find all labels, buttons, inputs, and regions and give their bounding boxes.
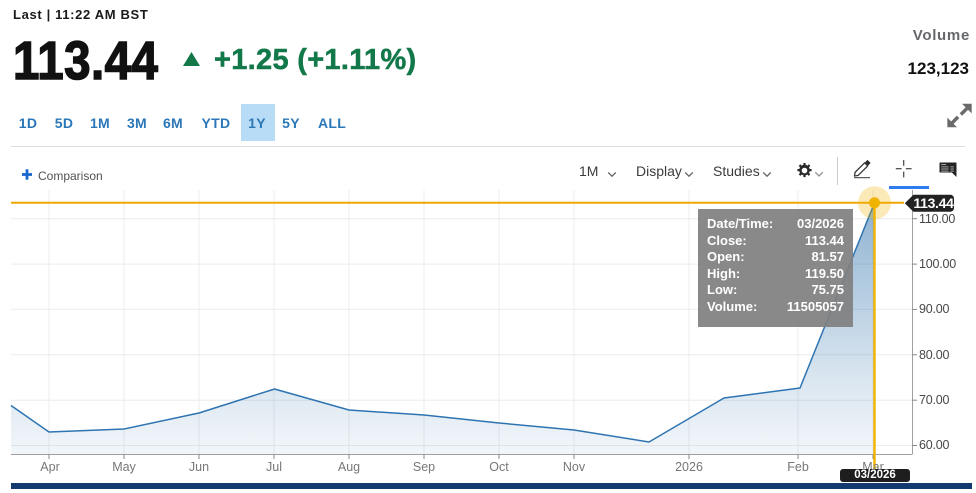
svg-text:113.44: 113.44 — [913, 195, 954, 211]
